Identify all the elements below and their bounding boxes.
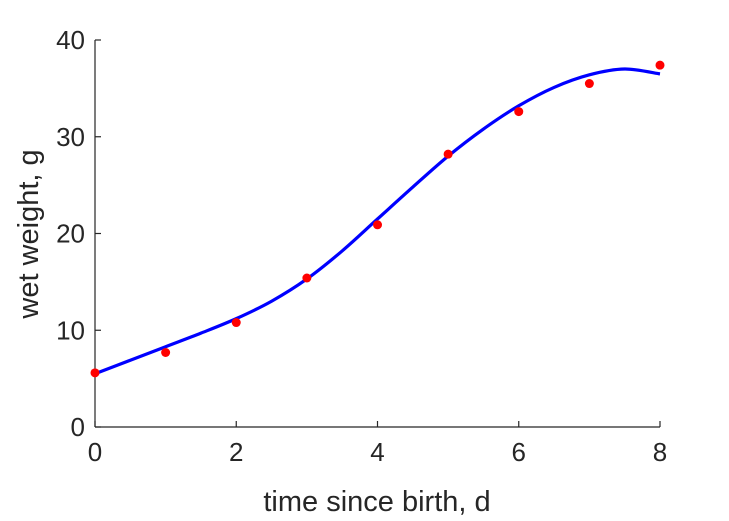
x-axis-label: time since birth, d (263, 486, 490, 518)
series-layer (90, 60, 665, 378)
data-point (584, 79, 594, 89)
y-tick-label: 10 (56, 315, 85, 345)
y-tick-label: 20 (56, 219, 85, 249)
x-tick-label: 0 (88, 437, 102, 467)
data-point (655, 60, 665, 70)
x-tick-label: 4 (370, 437, 384, 467)
x-tick-label: 2 (229, 437, 243, 467)
y-tick-label: 0 (71, 412, 85, 442)
data-point (90, 368, 100, 378)
y-ticks: 0 10 20 30 40 (56, 25, 101, 442)
y-tick-label: 30 (56, 122, 85, 152)
x-tick-label: 6 (512, 437, 526, 467)
data-point (302, 273, 312, 283)
data-point (443, 149, 453, 159)
x-ticks: 0 2 4 6 8 (88, 421, 667, 467)
data-point (373, 220, 382, 230)
data-point (514, 107, 524, 117)
axes (94, 40, 660, 428)
y-axis-label: wet weight, g (13, 149, 45, 319)
fit-curve (94, 67, 661, 376)
x-tick-label: 8 (653, 437, 667, 467)
data-point (161, 348, 171, 358)
y-tick-label: 40 (56, 25, 85, 55)
data-point (231, 318, 241, 328)
